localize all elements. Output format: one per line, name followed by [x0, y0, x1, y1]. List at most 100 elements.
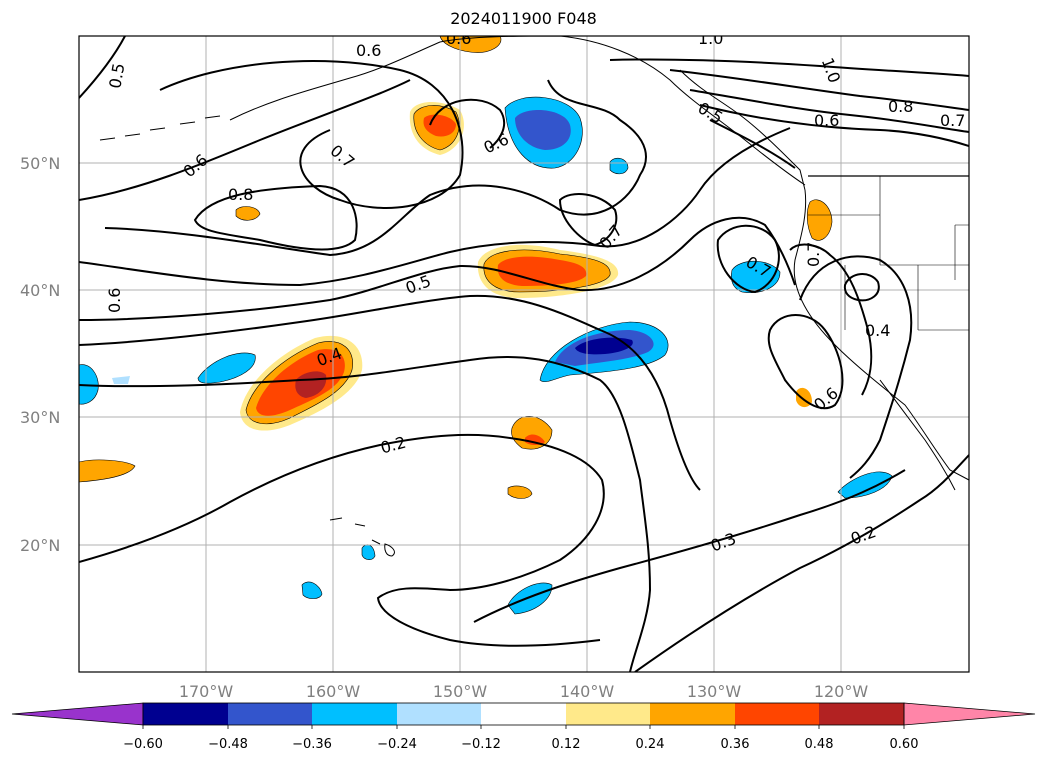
neg-anomaly-left-edge	[79, 364, 99, 405]
contour-label: 0.8	[888, 97, 913, 116]
contour-0.2-east	[634, 454, 969, 672]
lat-label: 40°N	[20, 281, 60, 300]
contour-label: 0.6	[105, 288, 124, 313]
latitude-labels: 50°N 40°N 30°N 20°N	[20, 154, 60, 555]
contour-label: 0.8	[228, 185, 253, 204]
colorbar-segment	[819, 703, 904, 725]
contour-0.6-east	[767, 314, 844, 410]
neg-anomaly-gulf-core	[515, 109, 571, 150]
baja-peninsula	[879, 379, 956, 491]
neg-anomaly-small-3	[361, 544, 376, 560]
lon-label: 170°W	[179, 682, 234, 701]
contour-0.7-east	[716, 224, 780, 294]
contour-0.6-ne	[689, 89, 969, 133]
contour-0.2-south	[79, 433, 605, 647]
contour-east-loop	[843, 273, 880, 302]
colorbar-segment	[735, 703, 819, 725]
plot-frame	[78, 35, 970, 673]
contour-label: 0.6	[810, 384, 842, 415]
contour-label: 1.0	[818, 55, 845, 85]
contour-1.0	[609, 58, 969, 77]
colorbar-tick-label: −0.48	[208, 737, 248, 752]
lat-label: 50°N	[20, 154, 60, 173]
contour-label: 0.4	[865, 321, 890, 340]
pos-anomaly-coast	[806, 199, 833, 241]
neg-anomaly-south	[507, 582, 553, 615]
contour-0.7-ne	[699, 104, 969, 147]
colorbar-extend-high	[903, 702, 1036, 726]
contour-0.5-north	[79, 36, 126, 99]
lon-label: 160°W	[306, 682, 361, 701]
colorbar-tick-label: 0.36	[721, 737, 750, 752]
lat-label: 30°N	[20, 408, 60, 427]
contour-0.7-west	[104, 79, 647, 257]
map-plot-area: 0.5 0.6 0.6 0.7 0.8 0.6 0.7 0.7 0.5 0.6 …	[79, 29, 969, 672]
contour-label: 0.6	[446, 29, 471, 48]
colorbar-segment	[566, 703, 650, 725]
contour-label: 0.7	[595, 221, 626, 253]
contour-label: 0.7	[327, 141, 359, 172]
neg-anomaly-small-4	[112, 376, 130, 384]
contour-0.5	[79, 216, 796, 321]
lon-label: 140°W	[560, 682, 615, 701]
contour-label: 0.5	[403, 271, 433, 298]
pos-anomaly-left-edge	[79, 459, 136, 483]
contour-label: 0.7	[940, 111, 965, 130]
shaded-anomaly-fields	[79, 36, 893, 615]
neg-anomaly-central-core	[575, 337, 633, 355]
colorbar-segment	[143, 703, 228, 725]
colorbar-tick-label: 0.24	[636, 737, 665, 752]
contour-0.3-east	[473, 469, 906, 623]
contour-label: 0.2	[378, 433, 408, 458]
contour-label: 0.7	[804, 242, 823, 267]
longitude-labels: 170°W 160°W 150°W 140°W 130°W 120°W	[179, 682, 869, 701]
neg-anomaly-west	[197, 352, 256, 384]
colorbar-extend-low	[11, 702, 144, 726]
pos-anomaly-west-core	[295, 371, 327, 398]
contour-0.6-loop	[429, 98, 506, 149]
contour-label: 1.0	[698, 29, 723, 48]
state-borders	[808, 176, 969, 331]
contour-label: 0.6	[180, 150, 212, 181]
lat-label: 20°N	[20, 536, 60, 555]
colorbar-tick-label: −0.24	[377, 737, 417, 752]
contour-0.4-east	[799, 255, 913, 479]
pos-anomaly-small-3	[235, 206, 261, 221]
contour-0.8	[193, 184, 358, 251]
contour-0.6-west	[79, 127, 791, 287]
contour-label: 0.5	[105, 62, 128, 90]
contour-label: 0.2	[848, 522, 878, 549]
colorbar-segment	[228, 703, 312, 725]
colorbar-tick-label: 0.48	[805, 737, 834, 752]
contour-0.6-bc	[709, 119, 796, 169]
neg-anomaly-small-1	[301, 581, 323, 599]
aleutian-islands	[99, 115, 221, 141]
colorbar-segment	[397, 703, 481, 725]
lon-label: 130°W	[687, 682, 742, 701]
contour-lines	[79, 36, 969, 672]
colorbar: −0.60 −0.48 −0.36 −0.24 −0.12 0.12 0.24 …	[11, 702, 1036, 752]
contour-0.4	[79, 294, 701, 491]
colorbar-segment	[650, 703, 735, 725]
pos-anomaly-small-2	[507, 485, 533, 499]
colorbar-tick-label: 0.60	[890, 737, 919, 752]
hawaii-islands	[329, 517, 395, 557]
colorbar-tick-label: 0.12	[552, 737, 581, 752]
colorbar-frame	[142, 702, 905, 726]
map-title: 2024011900 F048	[450, 9, 597, 28]
pos-anomaly-central-red	[497, 256, 587, 286]
neg-anomaly-sw	[837, 471, 893, 499]
colorbar-segment	[312, 703, 397, 725]
graticule	[79, 36, 969, 672]
contour-0.3	[79, 355, 652, 672]
contour-0.7-north	[159, 60, 464, 209]
neg-anomaly-small-2	[609, 157, 629, 175]
contour-label: 0.6	[481, 129, 512, 157]
colorbar-segment	[481, 703, 566, 725]
contour-label: 0.6	[814, 111, 839, 130]
colorbar-ticks	[142, 725, 905, 729]
lon-label: 120°W	[814, 682, 869, 701]
contour-0.6-north	[79, 79, 411, 201]
colorbar-tick-label: −0.60	[123, 737, 163, 752]
